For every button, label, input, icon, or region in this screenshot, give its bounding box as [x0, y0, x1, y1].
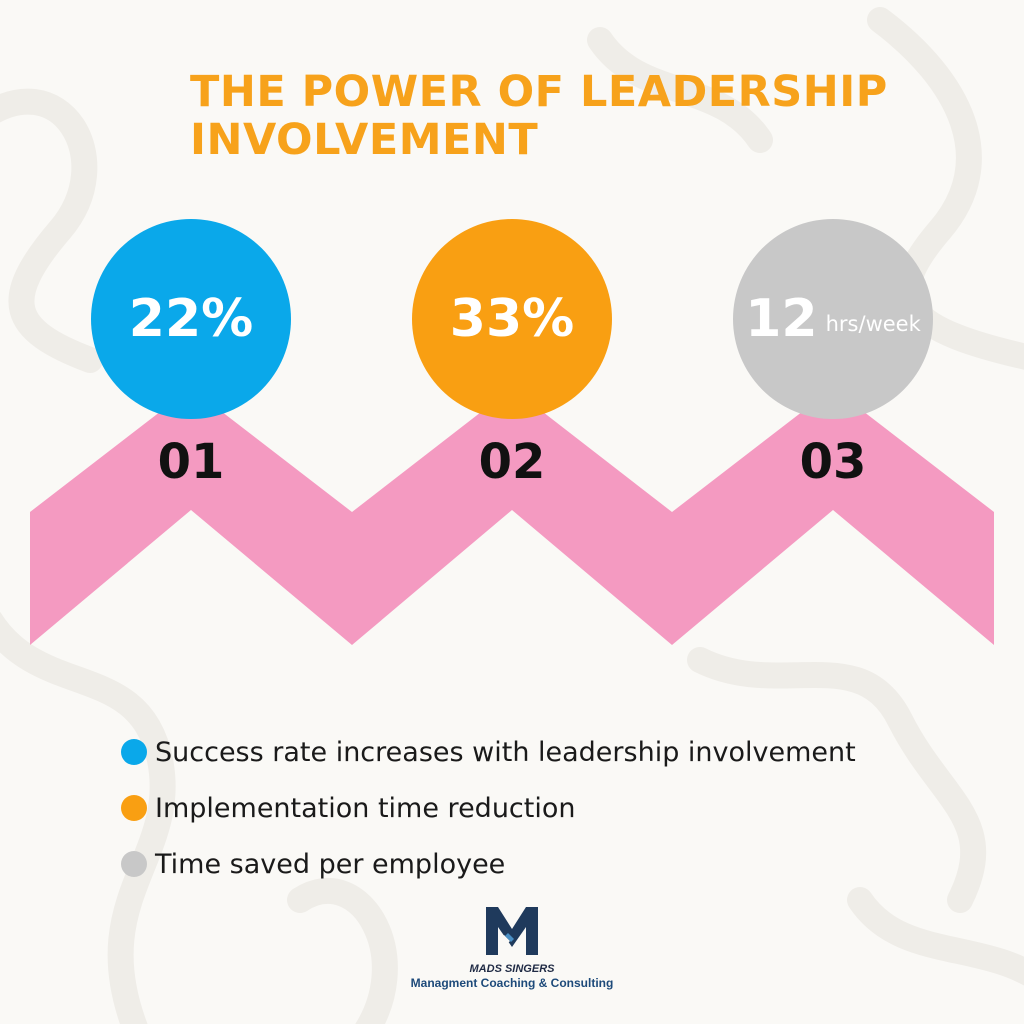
stat-circle-2: 33% [412, 219, 612, 419]
legend-dot-orange [121, 795, 147, 821]
company-logo: MADS SINGERS Managment Coaching & Consul… [400, 905, 624, 990]
step-number-3: 03 [799, 434, 867, 490]
stat-value-1: 22% [128, 289, 254, 349]
stat-value-3: 12 [745, 289, 818, 349]
stat-circle-1: 22% [91, 219, 291, 419]
stat-value-2: 33% [449, 289, 575, 349]
page-title: THE POWER OF LEADERSHIP INVOLVEMENT [190, 68, 950, 164]
legend-label-3: Time saved per employee [155, 848, 506, 880]
legend-dot-blue [121, 739, 147, 765]
stat-unit-3: hrs/week [825, 312, 921, 336]
logo-company-name: MADS SINGERS [469, 963, 555, 975]
title-line-1: THE POWER OF LEADERSHIP [190, 67, 888, 117]
title-line-2: INVOLVEMENT [190, 115, 539, 165]
legend-dot-gray [121, 851, 147, 877]
legend-label-1: Success rate increases with leadership i… [155, 736, 856, 768]
m-monogram-logo-icon [486, 907, 538, 955]
stat-circle-3: 12 hrs/week [733, 219, 933, 419]
step-number-1: 01 [157, 434, 225, 490]
zigzag-band [30, 388, 994, 645]
step-number-2: 02 [478, 434, 546, 490]
logo-tagline: Managment Coaching & Consulting [410, 976, 614, 990]
legend-item-3: Time saved per employee [121, 836, 856, 892]
legend-label-2: Implementation time reduction [155, 792, 576, 824]
legend: Success rate increases with leadership i… [121, 724, 856, 892]
legend-item-1: Success rate increases with leadership i… [121, 724, 856, 780]
legend-item-2: Implementation time reduction [121, 780, 856, 836]
